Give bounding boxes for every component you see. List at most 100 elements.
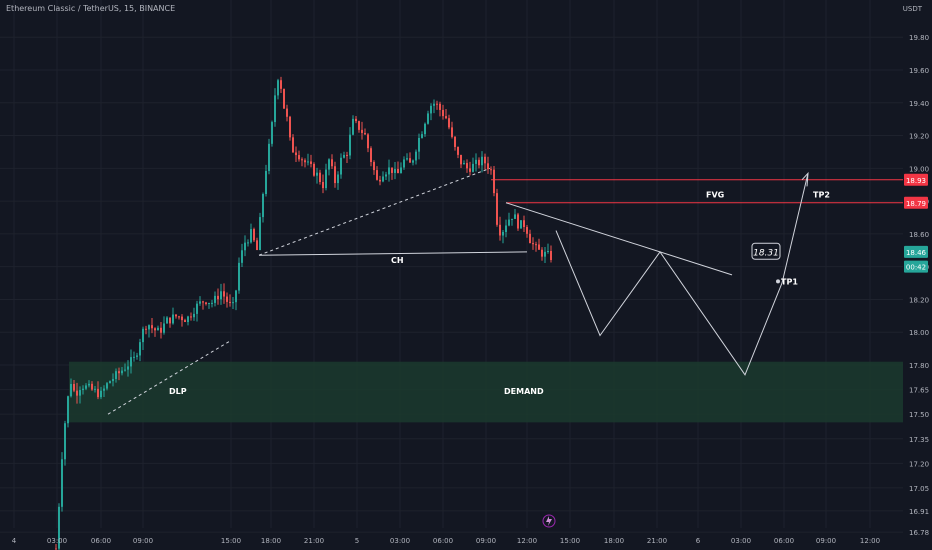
fvg-label: FVG bbox=[706, 191, 724, 200]
candle-body bbox=[91, 383, 93, 390]
projection-arrowhead bbox=[801, 171, 809, 187]
candle-body bbox=[127, 366, 129, 370]
candle-body bbox=[376, 170, 378, 180]
y-tick-label: 16.91 bbox=[909, 508, 929, 516]
y-tick-label: 19.60 bbox=[909, 67, 929, 75]
price-label-tag bbox=[904, 196, 928, 209]
candle-body bbox=[439, 103, 441, 110]
y-tick-label: 17.65 bbox=[909, 387, 929, 395]
candle-body bbox=[88, 383, 90, 386]
candle-body bbox=[136, 355, 138, 357]
candle-body bbox=[517, 214, 519, 229]
candle-body bbox=[208, 303, 210, 305]
candle-body bbox=[370, 148, 372, 163]
candle-body bbox=[73, 383, 75, 391]
candle-body bbox=[364, 132, 366, 135]
candle-body bbox=[379, 179, 381, 182]
candle-body bbox=[406, 158, 408, 160]
candle-body bbox=[109, 381, 111, 384]
y-tick-label: 18.20 bbox=[909, 296, 929, 304]
candle-body bbox=[313, 163, 315, 176]
candle-body bbox=[460, 154, 462, 165]
candle-body bbox=[541, 249, 543, 257]
candle-body bbox=[58, 506, 60, 549]
candle-body bbox=[424, 123, 426, 135]
candle-body bbox=[82, 388, 84, 391]
candle-body bbox=[322, 182, 324, 189]
candle-body bbox=[550, 251, 552, 261]
candle-body bbox=[247, 242, 249, 244]
x-tick-label: 4 bbox=[12, 537, 17, 545]
candle-body bbox=[331, 159, 333, 167]
candle-body bbox=[310, 161, 312, 164]
candle-body bbox=[55, 548, 57, 550]
x-tick-label: 09:00 bbox=[816, 537, 836, 545]
candle-body bbox=[367, 134, 369, 149]
candle-body bbox=[274, 95, 276, 123]
x-tick-label: 5 bbox=[355, 537, 359, 545]
candle-body bbox=[85, 385, 87, 389]
candle-body bbox=[151, 325, 153, 329]
price-label-tag bbox=[904, 260, 928, 273]
projection-box bbox=[751, 242, 781, 260]
candle-body bbox=[466, 163, 468, 169]
candle-body bbox=[262, 194, 264, 218]
candle-body bbox=[223, 291, 225, 297]
x-tick-label: 09:00 bbox=[133, 537, 153, 545]
candle-body bbox=[157, 327, 159, 331]
candle-body bbox=[421, 134, 423, 138]
candle-body bbox=[112, 378, 114, 382]
candle-body bbox=[229, 301, 231, 303]
candle-body bbox=[316, 172, 318, 176]
tp2-label: TP2 bbox=[813, 191, 830, 200]
candle-body bbox=[97, 388, 99, 398]
demand-zone bbox=[69, 361, 903, 423]
candle-body bbox=[154, 328, 156, 331]
candle-body bbox=[220, 291, 222, 300]
x-tick-label: 03:00 bbox=[731, 537, 751, 545]
x-tick-label: 18:00 bbox=[604, 537, 624, 545]
candle-body bbox=[244, 242, 246, 251]
candle-body bbox=[526, 227, 528, 234]
candle-body bbox=[67, 396, 69, 424]
candle-body bbox=[265, 170, 267, 195]
candle-body bbox=[283, 88, 285, 109]
candle-body bbox=[301, 159, 303, 161]
ch-label: CH bbox=[391, 256, 404, 265]
candle-body bbox=[103, 388, 105, 391]
candle-body bbox=[235, 290, 237, 303]
candle-body bbox=[382, 176, 384, 182]
candle-body bbox=[256, 240, 258, 251]
candle-body bbox=[463, 163, 465, 165]
candle-body bbox=[106, 383, 108, 389]
candle-body bbox=[475, 159, 477, 164]
candle-body bbox=[514, 214, 516, 219]
candle-body bbox=[373, 162, 375, 171]
candle-body bbox=[538, 244, 540, 250]
price-label-text: 00:42 bbox=[906, 264, 926, 272]
candle-body bbox=[61, 459, 63, 507]
candle-body bbox=[325, 169, 327, 189]
candle-body bbox=[358, 121, 360, 130]
candle-body bbox=[250, 229, 252, 243]
y-tick-label: 18.00 bbox=[909, 329, 929, 337]
candle-body bbox=[490, 169, 492, 171]
candle-body bbox=[79, 390, 81, 396]
y-tick-label: 17.20 bbox=[909, 460, 929, 468]
candle-body bbox=[415, 151, 417, 161]
candle-body bbox=[100, 390, 102, 398]
y-tick-label: 16.78 bbox=[909, 529, 929, 537]
x-tick-label: 03:00 bbox=[390, 537, 410, 545]
x-tick-label: 12:00 bbox=[517, 537, 537, 545]
price-label-tag bbox=[904, 245, 928, 258]
candle-body bbox=[433, 103, 435, 106]
candle-body bbox=[346, 154, 348, 156]
y-tick-label: 19.40 bbox=[909, 100, 929, 108]
x-tick-label: 21:00 bbox=[647, 537, 667, 545]
candle-body bbox=[388, 167, 390, 175]
price-label-text: 18.79 bbox=[906, 200, 926, 208]
candle-body bbox=[430, 105, 432, 114]
candle-body bbox=[427, 113, 429, 124]
